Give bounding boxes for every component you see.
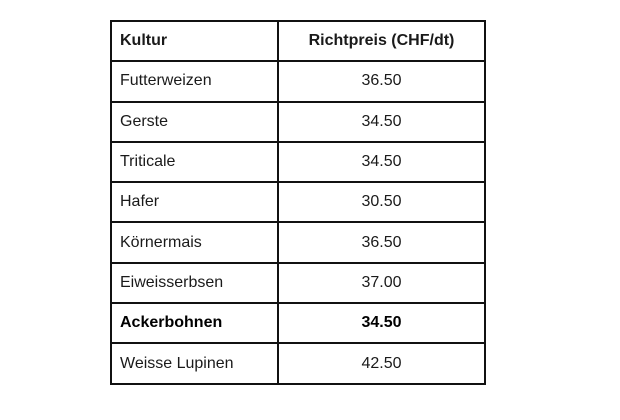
table-row: Hafer 30.50 <box>110 181 486 224</box>
price-value: 42.50 <box>277 342 486 385</box>
price-value: 34.50 <box>277 100 486 143</box>
price-value: 34.50 <box>277 140 486 184</box>
header-richtpreis: Richtpreis (CHF/dt) <box>277 19 486 63</box>
crop-name: Triticale <box>110 140 279 184</box>
price-value: 37.00 <box>277 261 486 305</box>
table-row: Eiweisserbsen 37.00 <box>110 261 486 305</box>
price-value: 36.50 <box>277 221 486 264</box>
price-value: 36.50 <box>277 60 486 103</box>
header-kultur: Kultur <box>110 19 279 63</box>
header-row: Kultur Richtpreis (CHF/dt) <box>110 19 486 63</box>
price-value: 34.50 <box>277 302 486 345</box>
crop-name: Ackerbohnen <box>110 302 279 345</box>
price-value: 30.50 <box>277 181 486 224</box>
price-table: Kultur Richtpreis (CHF/dt) Futterweizen 3… <box>110 19 486 385</box>
table-row: Futterweizen 36.50 <box>110 60 486 103</box>
crop-name: Hafer <box>110 181 279 224</box>
table-row: Ackerbohnen 34.50 <box>110 302 486 345</box>
table-row: Weisse Lupinen 42.50 <box>110 342 486 385</box>
crop-name: Weisse Lupinen <box>110 342 279 385</box>
table-row: Gerste 34.50 <box>110 100 486 143</box>
crop-name: Körnermais <box>110 221 279 264</box>
table-row: Körnermais 36.50 <box>110 221 486 264</box>
crop-name: Eiweisserbsen <box>110 261 279 305</box>
crop-name: Gerste <box>110 100 279 143</box>
crop-name: Futterweizen <box>110 60 279 103</box>
table-row: Triticale 34.50 <box>110 140 486 184</box>
